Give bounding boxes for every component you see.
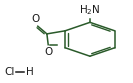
Text: H: H bbox=[26, 67, 34, 77]
Text: O: O bbox=[32, 14, 40, 24]
Text: Cl: Cl bbox=[5, 67, 15, 77]
Text: H$_2$N: H$_2$N bbox=[79, 4, 101, 17]
Text: O: O bbox=[44, 47, 52, 57]
